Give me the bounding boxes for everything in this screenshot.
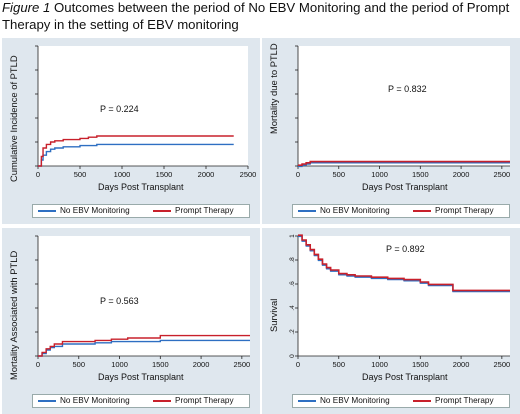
x-tick-label: 500 xyxy=(333,360,346,369)
legend: No EBV Monitoring Prompt Therapy xyxy=(32,204,250,218)
y-axis-label: Mortality due to PTLD xyxy=(268,43,279,134)
x-tick-label: 500 xyxy=(73,360,86,369)
series-line xyxy=(38,143,234,167)
p-value-annotation: P = 0.563 xyxy=(100,296,139,306)
x-axis-label: Days Post Transplant xyxy=(98,182,184,192)
legend-label-prompt-therapy: Prompt Therapy xyxy=(175,206,234,215)
legend-label-no-monitoring: No EBV Monitoring xyxy=(60,396,130,405)
legend-label-no-monitoring: No EBV Monitoring xyxy=(320,396,390,405)
legend-swatch-prompt-therapy xyxy=(153,210,171,212)
chart-svg: 0 .2 .4 .6 .8 1 0 500 1000 1500 2000 2500 xyxy=(289,234,511,369)
legend-swatch-no-monitoring xyxy=(38,210,56,212)
x-tick-label: 2000 xyxy=(453,170,470,179)
legend-swatch-no-monitoring xyxy=(298,210,316,212)
x-tick-label: 1000 xyxy=(111,360,128,369)
p-value-annotation: P = 0.832 xyxy=(388,84,427,94)
figure-label: Figure 1 xyxy=(2,0,51,15)
legend-swatch-no-monitoring xyxy=(298,400,316,402)
legend: No EBV Monitoring Prompt Therapy xyxy=(292,204,510,218)
chart-svg: 0 500 1000 1500 2000 2500 xyxy=(295,45,511,179)
x-tick-label: 500 xyxy=(333,170,346,179)
chart-svg: 0 500 1000 1500 2000 2500 xyxy=(35,45,257,179)
x-axis-label: Days Post Transplant xyxy=(362,372,448,382)
series-line xyxy=(298,160,510,166)
legend-label-no-monitoring: No EBV Monitoring xyxy=(320,206,390,215)
x-tick-label: 1500 xyxy=(412,360,429,369)
p-value-annotation: P = 0.892 xyxy=(386,244,425,254)
plot-area xyxy=(298,236,510,356)
x-tick-label: 2500 xyxy=(240,170,257,179)
plot-area xyxy=(298,46,510,166)
legend: No EBV Monitoring Prompt Therapy xyxy=(32,394,250,408)
series-line xyxy=(298,234,510,292)
x-tick-label: 2000 xyxy=(198,170,215,179)
x-tick-label: 2000 xyxy=(453,360,470,369)
x-tick-label: 1500 xyxy=(156,170,173,179)
x-tick-label: 0 xyxy=(296,170,300,179)
legend-swatch-prompt-therapy xyxy=(413,210,431,212)
series-line xyxy=(38,135,234,167)
plot-area xyxy=(38,46,248,166)
legend-label-no-monitoring: No EBV Monitoring xyxy=(60,206,130,215)
x-axis-label: Days Post Transplant xyxy=(362,182,448,192)
chart-panel-cumulative-incidence: 0 500 1000 1500 2000 2500 Cumulative Incidenc… xyxy=(2,38,260,224)
x-tick-label: 1000 xyxy=(371,170,388,179)
y-tick-label: 0 xyxy=(289,354,296,358)
legend-swatch-no-monitoring xyxy=(38,400,56,402)
chart-panel-survival: 0.2.4.6.8 1 0 500 1000 1500 2000 2500 Survival … xyxy=(262,228,520,414)
figure-caption-text: Outcomes between the period of No EBV Mo… xyxy=(2,0,510,32)
y-tick-label: .8 xyxy=(289,257,296,263)
y-tick-label: 1 xyxy=(289,234,296,238)
legend: No EBV Monitoring Prompt Therapy xyxy=(292,394,510,408)
y-tick-label: .2 xyxy=(289,329,296,335)
chart-panel-mortality-associated-ptld: 0 500 1000 1500 2000 2500 Mortality Associate… xyxy=(2,228,260,414)
figure-caption: Figure 1 Outcomes between the period of … xyxy=(2,0,518,33)
x-tick-label: 0 xyxy=(36,170,40,179)
legend-label-prompt-therapy: Prompt Therapy xyxy=(175,396,234,405)
chart-panel-mortality-due-ptld: 0 500 1000 1500 2000 2500 Mortality due to PT… xyxy=(262,38,520,224)
y-axis-label: Survival xyxy=(268,298,279,332)
x-tick-label: 2500 xyxy=(494,170,511,179)
y-axis-label: Mortality Associated with PTLD xyxy=(8,250,19,380)
x-tick-label: 1500 xyxy=(412,170,429,179)
x-axis-label: Days Post Transplant xyxy=(98,372,184,382)
p-value-annotation: P = 0.224 xyxy=(100,104,139,114)
y-tick-label: .6 xyxy=(289,281,296,287)
chart-svg: 0 500 1000 1500 2000 2500 xyxy=(35,235,251,369)
x-tick-label: 0 xyxy=(36,360,40,369)
series-line xyxy=(38,334,250,357)
x-tick-label: 500 xyxy=(74,170,87,179)
x-tick-label: 2500 xyxy=(494,360,511,369)
x-tick-label: 1000 xyxy=(114,170,131,179)
y-axis-label: Cumulative Incidence of PTLD xyxy=(8,55,19,182)
legend-swatch-prompt-therapy xyxy=(153,400,171,402)
x-tick-label: 2000 xyxy=(193,360,210,369)
x-tick-label: 0 xyxy=(296,360,300,369)
x-tick-label: 1500 xyxy=(152,360,169,369)
x-tick-label: 2500 xyxy=(234,360,251,369)
x-tick-label: 1000 xyxy=(371,360,388,369)
legend-label-prompt-therapy: Prompt Therapy xyxy=(435,396,494,405)
legend-label-prompt-therapy: Prompt Therapy xyxy=(435,206,494,215)
legend-swatch-prompt-therapy xyxy=(413,400,431,402)
y-tick-label: .4 xyxy=(289,305,296,311)
